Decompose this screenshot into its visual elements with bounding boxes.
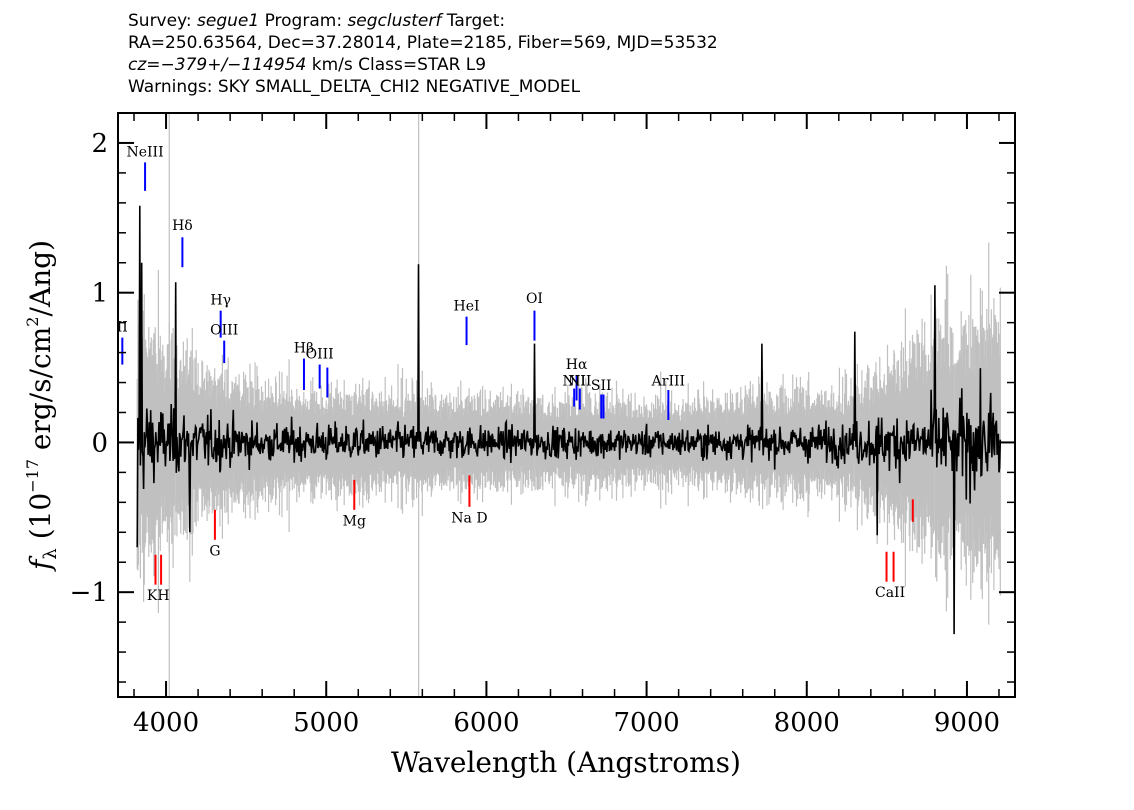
y-title-exp: −17 — [23, 459, 42, 493]
survey-value: segue1 — [197, 11, 260, 31]
absorption-label: CaII — [875, 585, 905, 601]
x-tick-label: 4000 — [133, 708, 199, 738]
y-title-exp2: 2 — [23, 317, 42, 327]
program-value: segclusterf — [347, 11, 442, 31]
y-title-main: (10 — [24, 493, 57, 548]
x-tick-label: 8000 — [774, 708, 840, 738]
plot-frame — [117, 112, 1016, 698]
y-title-rest: erg/s/cm — [24, 327, 57, 459]
y-tick-label: 0 — [91, 428, 108, 458]
absorption-label: G — [209, 543, 220, 559]
header-cz-line: cz=−379+/−114954 km/s Class=STAR L9 — [128, 54, 718, 76]
y-title-sub: λ — [40, 548, 61, 559]
emission-label: II — [117, 320, 128, 336]
y-tick-label: −1 — [70, 578, 108, 608]
header-coords-line: RA=250.63564, Dec=37.28014, Plate=2185, … — [128, 33, 718, 53]
emission-label: SII — [591, 378, 612, 394]
line-markers — [121, 162, 914, 585]
emission-label: Hα — [566, 357, 588, 373]
emission-label: NeIII — [126, 144, 163, 160]
emission-label: HeI — [454, 299, 480, 315]
x-tick-label: 6000 — [453, 708, 519, 738]
x-tick-label: 7000 — [614, 708, 680, 738]
absorption-label: KH — [147, 588, 170, 604]
y-tick-label: 2 — [91, 129, 108, 159]
emission-label: Hγ — [210, 293, 231, 309]
x-axis-title: Wavelength (Angstroms) — [391, 746, 741, 779]
spectrum-line — [136, 205, 1002, 635]
absorption-label: Na D — [451, 510, 487, 526]
header-warnings-line: Warnings: SKY SMALL_DELTA_CHI2 NEGATIVE_… — [128, 77, 581, 97]
emission-label: OI — [526, 291, 543, 307]
emission-label: Hδ — [172, 218, 193, 234]
emission-label: OIII — [306, 347, 334, 363]
cz-label: cz= — [128, 55, 161, 75]
program-label: Program: — [259, 11, 348, 31]
x-tick-label: 9000 — [934, 708, 1000, 738]
emission-label: NII — [563, 374, 586, 390]
cz-units: km/s Class=STAR L9 — [306, 55, 487, 75]
emission-label: Hβ — [294, 341, 314, 357]
survey-label: Survey: — [128, 11, 198, 31]
emission-label: OIII — [210, 323, 238, 339]
spectrum-header: Survey: segue1 Program: segclusterf Targ… — [128, 10, 718, 98]
cz-value: −379+/−114954 — [160, 55, 307, 75]
y-tick-label: 1 — [91, 279, 108, 309]
spectrum-series — [136, 205, 1002, 635]
axis-ticks: 4000 5000 6000 7000 8000 9000 −1 0 1 2 — [70, 112, 1015, 738]
y-title-end: /Ang) — [24, 240, 57, 317]
emission-label: ArIII — [651, 374, 685, 390]
emission-label: NII — [568, 374, 591, 390]
absorption-label: Mg — [343, 513, 366, 529]
header-survey-line: Survey: segue1 Program: segclusterf Targ… — [128, 10, 718, 32]
target-label: Target: — [441, 11, 506, 31]
x-tick-label: 5000 — [293, 708, 359, 738]
y-axis-title: fλ (10−17 erg/s/cm2/Ang) — [23, 240, 61, 572]
